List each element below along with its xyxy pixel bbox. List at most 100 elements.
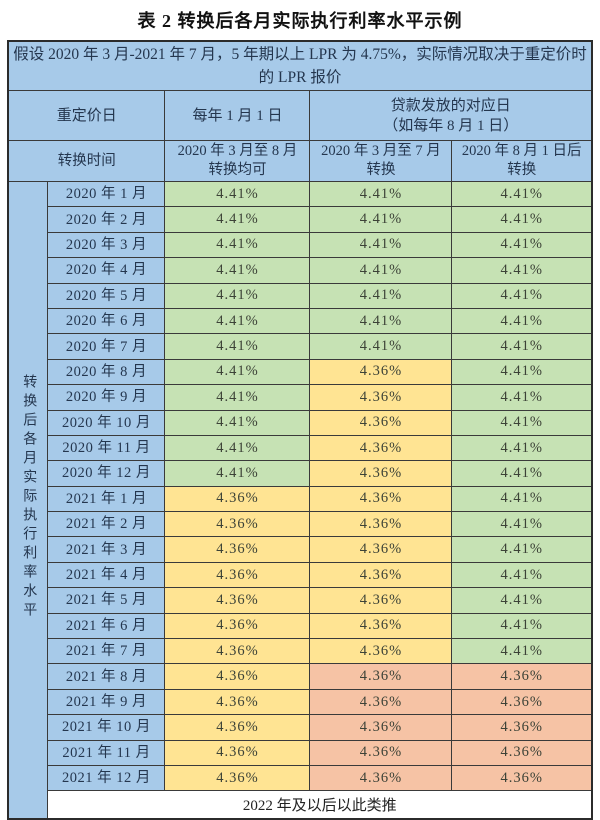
rate-value: 4.41%: [164, 206, 311, 233]
table-row: 2021 年 6 月 4.36% 4.36% 4.41%: [8, 612, 593, 640]
rate-value: 4.36%: [309, 612, 453, 640]
rate-value: 4.41%: [309, 333, 453, 360]
table-row: 2020 年 7 月 4.41% 4.41% 4.41%: [8, 333, 593, 360]
month-label: 2020 年 9 月: [47, 384, 166, 411]
rate-value: 4.41%: [451, 231, 593, 259]
table-row: 2021 年 2 月 4.36% 4.36% 4.41%: [8, 511, 593, 538]
rate-value: 4.36%: [451, 764, 593, 792]
rate-value: 4.41%: [309, 231, 453, 259]
rate-value: 4.36%: [309, 434, 453, 462]
rate-value: 4.36%: [451, 739, 593, 766]
rate-value: 4.41%: [309, 180, 453, 208]
rate-value: 4.41%: [451, 612, 593, 640]
rate-value: 4.36%: [164, 612, 311, 640]
table-row: 2020 年 6 月 4.41% 4.41% 4.41%: [8, 307, 593, 335]
rate-value: 4.41%: [164, 358, 311, 386]
assumption-note: 假设 2020 年 3 月-2021 年 7 月，5 年期以上 LPR 为 4.…: [7, 40, 593, 91]
rate-value: 4.36%: [309, 587, 453, 614]
convert-window-3: 2020 年 8 月 1 日后 转换: [451, 140, 593, 182]
month-label: 2021 年 6 月: [47, 612, 166, 640]
repricing-date-label: 重定价日: [7, 90, 166, 141]
month-label: 2020 年 5 月: [47, 282, 166, 309]
month-label: 2020 年 8 月: [47, 358, 166, 386]
month-label: 2021 年 1 月: [47, 485, 166, 513]
table-row: 2020 年 9 月 4.41% 4.36% 4.41%: [8, 384, 593, 411]
convert-window-2: 2020 年 3 月至 7 月 转换: [309, 140, 453, 182]
rate-value: 4.36%: [164, 739, 311, 766]
table-row: 2020 年 8 月 4.41% 4.36% 4.41%: [8, 358, 593, 386]
side-label-text: 转换后各月实际执行利率水平: [21, 374, 37, 622]
rate-value: 4.41%: [451, 561, 593, 589]
convert-window-1: 2020 年 3 月至 8 月 转换均可: [164, 140, 311, 182]
table-row: 转换后各月实际执行利率水平 2020 年 1 月 4.41% 4.41% 4.41%: [7, 180, 593, 820]
rate-value: 4.41%: [451, 180, 593, 208]
rate-value: 4.41%: [451, 460, 593, 487]
rate-value: 4.41%: [309, 257, 453, 284]
rate-value: 4.41%: [451, 485, 593, 513]
rate-value: 4.41%: [451, 257, 593, 284]
rate-value: 4.41%: [451, 434, 593, 462]
note-row: 假设 2020 年 3 月-2021 年 7 月，5 年期以上 LPR 为 4.…: [7, 40, 593, 91]
rate-value: 4.36%: [309, 358, 453, 386]
month-label: 2021 年 5 月: [47, 587, 166, 614]
month-label: 2020 年 3 月: [47, 231, 166, 259]
month-label: 2020 年 10 月: [47, 409, 166, 436]
rate-value: 4.41%: [164, 333, 311, 360]
rate-value: 4.36%: [451, 714, 593, 741]
rate-value: 4.36%: [164, 511, 311, 538]
month-label: 2021 年 8 月: [47, 663, 166, 690]
table-row: 2020 年 4 月 4.41% 4.41% 4.41%: [8, 257, 593, 284]
header-row-repricing: 重定价日 每年 1 月 1 日 贷款发放的对应日 （如每年 8 月 1 日）: [7, 90, 593, 141]
table-row: 2021 年 8 月 4.36% 4.36% 4.36%: [8, 663, 593, 690]
rate-value: 4.36%: [164, 485, 311, 513]
rate-value: 4.36%: [164, 638, 311, 665]
rate-value: 4.36%: [309, 739, 453, 766]
month-label: 2021 年 2 月: [47, 511, 166, 538]
table-row: 2021 年 11 月 4.36% 4.36% 4.36%: [8, 739, 593, 766]
month-label: 2020 年 7 月: [47, 333, 166, 360]
repricing-annual-date: 每年 1 月 1 日: [164, 90, 311, 141]
rate-value: 4.36%: [164, 688, 311, 716]
table-row: 2020 年 10 月 4.41% 4.36% 4.41%: [8, 409, 593, 436]
rate-value: 4.41%: [309, 282, 453, 309]
table-row: 2020 年 12 月 4.41% 4.36% 4.41%: [8, 460, 593, 487]
table-row: 2021 年 9 月 4.36% 4.36% 4.36%: [8, 688, 593, 716]
rate-value: 4.36%: [451, 663, 593, 690]
table-row: 2020 年 2 月 4.41% 4.41% 4.41%: [8, 206, 593, 233]
rate-value: 4.41%: [451, 358, 593, 386]
month-label: 2020 年 4 月: [47, 257, 166, 284]
month-label: 2020 年 11 月: [47, 434, 166, 462]
rate-value: 4.41%: [309, 307, 453, 335]
rate-value: 4.41%: [309, 206, 453, 233]
rate-value: 4.41%: [451, 333, 593, 360]
rate-value: 4.36%: [309, 460, 453, 487]
rate-value: 4.36%: [309, 714, 453, 741]
table-row: 2020 年 3 月 4.41% 4.41% 4.41%: [8, 231, 593, 259]
rate-value: 4.36%: [309, 688, 453, 716]
table-row: 2021 年 5 月 4.36% 4.36% 4.41%: [8, 587, 593, 614]
month-label: 2020 年 12 月: [47, 460, 166, 487]
table-row: 2020 年 11 月 4.41% 4.36% 4.41%: [8, 434, 593, 462]
page: 表 2 转换后各月实际执行利率水平示例 假设 2020 年 3 月-2021 年…: [6, 11, 593, 820]
rate-value: 4.41%: [164, 231, 311, 259]
rate-value: 4.41%: [451, 638, 593, 665]
rate-value: 4.36%: [309, 485, 453, 513]
month-label: 2021 年 3 月: [47, 536, 166, 563]
month-label: 2021 年 9 月: [47, 688, 166, 716]
rate-value: 4.36%: [164, 714, 311, 741]
rate-value: 4.41%: [451, 409, 593, 436]
rate-value: 4.36%: [309, 764, 453, 792]
table-row: 2021 年 7 月 4.36% 4.36% 4.41%: [8, 638, 593, 665]
rate-value: 4.36%: [164, 587, 311, 614]
rate-value: 4.41%: [164, 282, 311, 309]
rate-value: 4.36%: [309, 663, 453, 690]
rate-value: 4.36%: [309, 409, 453, 436]
month-label: 2021 年 11 月: [47, 739, 166, 766]
rate-table: 假设 2020 年 3 月-2021 年 7 月，5 年期以上 LPR 为 4.…: [6, 40, 593, 820]
month-label: 2021 年 12 月: [47, 764, 166, 792]
header-row-convert-time: 转换时间 2020 年 3 月至 8 月 转换均可 2020 年 3 月至 7 …: [7, 140, 593, 182]
page-title: 表 2 转换后各月实际执行利率水平示例: [137, 11, 463, 31]
rate-value: 4.41%: [451, 282, 593, 309]
footer-note: 2022 年及以后以此类推: [47, 790, 593, 820]
table-row: 2021 年 3 月 4.36% 4.36% 4.41%: [8, 536, 593, 563]
